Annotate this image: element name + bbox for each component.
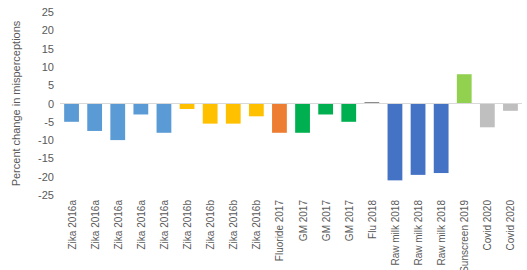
x-tick-label: Raw milk 2018	[413, 200, 424, 266]
bar	[434, 104, 449, 174]
bar	[226, 104, 241, 124]
x-tick-label: GM 2017	[321, 200, 332, 242]
x-tick-label: GM 2017	[298, 200, 309, 242]
x-tick-label: Zika 2016a	[67, 200, 78, 250]
y-tick-label: -15	[38, 152, 54, 164]
bar	[87, 104, 102, 131]
bar	[272, 104, 287, 133]
bar	[64, 104, 79, 122]
bar	[341, 104, 356, 122]
bar	[457, 74, 472, 103]
y-tick-label: 15	[42, 43, 54, 55]
x-tick-label: Flu 2018	[367, 200, 378, 239]
bar	[503, 104, 518, 111]
x-tick-label: Zika 2016a	[136, 200, 147, 250]
chart: -25 -20 -15 -10 -5 0 5 10 15 20 25 Percent change i…	[0, 0, 527, 270]
y-tick-label: -20	[38, 171, 54, 183]
bar	[480, 104, 495, 128]
x-tick-label: GM 2017	[344, 200, 355, 242]
bar	[249, 104, 264, 117]
y-tick-label: 5	[48, 79, 54, 91]
y-tick-label: 10	[42, 61, 54, 73]
x-tick-label: Fluoride 2017	[274, 200, 285, 262]
y-tick-label: -5	[44, 116, 54, 128]
x-tick-label: Zika 2016a	[90, 200, 101, 250]
x-tick-label: Covid 2020	[505, 200, 516, 251]
x-tick-label: Raw milk 2018	[390, 200, 401, 266]
y-tick-label: -25	[38, 189, 54, 201]
baseline	[60, 103, 522, 104]
bar	[411, 104, 426, 175]
x-tick-label: Zika 2016a	[113, 200, 124, 250]
x-tick-label: Zika 2016b	[228, 200, 239, 250]
x-tick-label: Raw milk 2018	[436, 200, 447, 266]
y-tick-label: 20	[42, 24, 54, 36]
bar	[318, 104, 333, 115]
bar	[180, 104, 195, 109]
x-tick-label: Zika 2016b	[205, 200, 216, 250]
bars	[64, 74, 518, 180]
bar	[110, 104, 125, 141]
bar	[295, 104, 310, 133]
x-tick-label: Sunscreen 2019	[459, 200, 470, 270]
x-tick-label: Zika 2016b	[251, 200, 262, 250]
y-tick-label: -10	[38, 134, 54, 146]
bar	[203, 104, 218, 124]
y-axis-label: Percent change in misperceptions	[10, 20, 22, 186]
x-tick-label: Zika 2016a	[159, 200, 170, 250]
bar	[388, 104, 403, 181]
y-tick-label: 0	[48, 98, 54, 110]
x-tick-label: Zika 2016b	[182, 200, 193, 250]
bar	[133, 104, 148, 115]
bar	[157, 104, 172, 133]
x-tick-label: Covid 2020	[482, 200, 493, 251]
y-tick-label: 25	[42, 6, 54, 18]
